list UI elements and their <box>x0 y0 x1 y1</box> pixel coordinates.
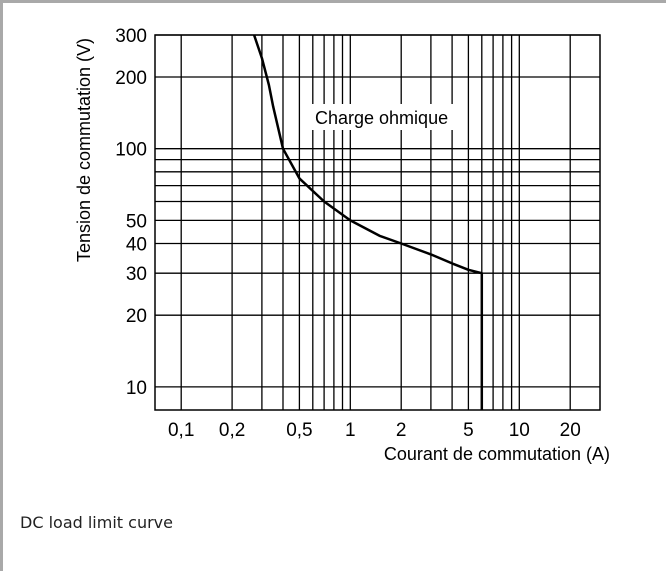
x-tick-label: 1 <box>345 420 356 441</box>
y-tick-label: 10 <box>126 378 147 399</box>
annotation-charge-ohmique: Charge ohmique <box>315 108 448 128</box>
limit-curve-line <box>252 34 484 410</box>
curve-layer <box>252 34 484 410</box>
x-tick-label: 20 <box>560 420 581 441</box>
y-tick-label: 300 <box>115 26 147 47</box>
x-tick-label: 0,2 <box>219 420 245 441</box>
plot-border <box>154 34 601 411</box>
x-tick-label: 10 <box>509 420 530 441</box>
limit-curve-chart: 0,1 0,2 0,5 1 2 5 10 20 10 20 30 40 50 100 200 300 Char… <box>74 26 610 464</box>
x-tick-label: 5 <box>463 420 474 441</box>
figure-caption: DC load limit curve <box>20 513 173 532</box>
y-tick-label: 20 <box>126 306 147 327</box>
x-axis-title: Courant de commutation (A) <box>384 444 610 464</box>
y-tick-label: 50 <box>126 211 147 232</box>
y-tick-label: 100 <box>115 140 147 161</box>
y-tick-label: 30 <box>126 264 147 285</box>
grid <box>154 34 601 411</box>
y-axis-title: Tension de commutation (V) <box>74 38 94 262</box>
x-tick-label: 0,1 <box>168 420 194 441</box>
y-tick-label: 200 <box>115 68 147 89</box>
tick-labels: 0,1 0,2 0,5 1 2 5 10 20 10 20 30 40 50 100 200 300 <box>115 26 580 441</box>
y-tick-label: 40 <box>126 235 147 256</box>
annotation-background <box>312 104 462 130</box>
x-tick-label: 2 <box>396 420 407 441</box>
x-tick-label: 0,5 <box>286 420 312 441</box>
